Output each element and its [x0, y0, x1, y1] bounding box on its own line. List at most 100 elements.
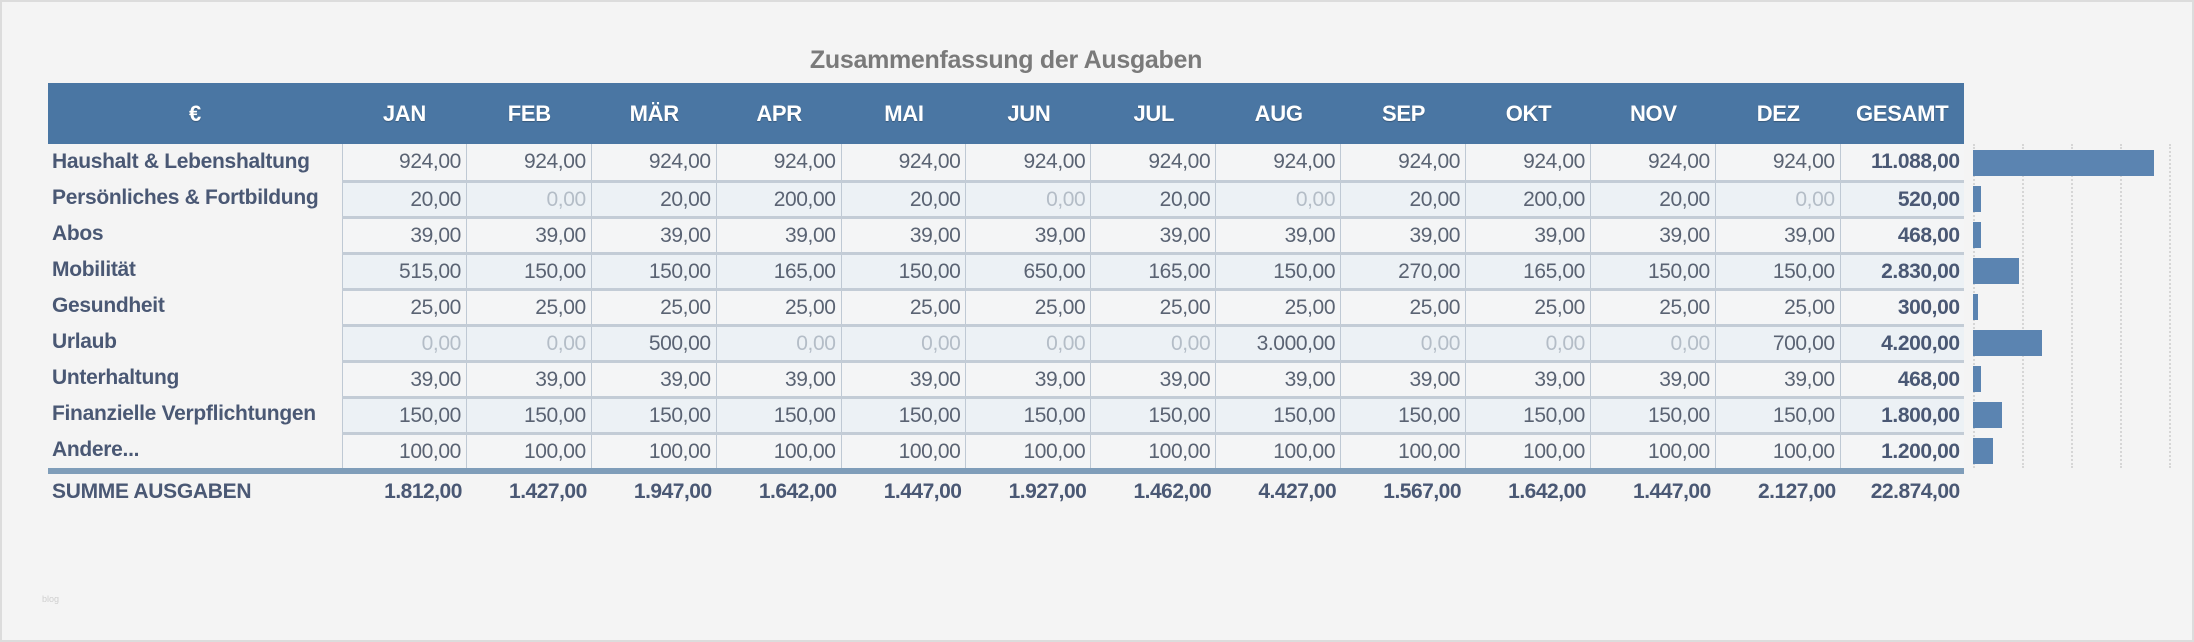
- month-value-cell[interactable]: 150,00: [966, 399, 1092, 432]
- month-value-cell[interactable]: 0,00: [1216, 183, 1342, 216]
- month-value-cell[interactable]: 0,00: [1715, 183, 1841, 216]
- month-value-cell[interactable]: 924,00: [591, 144, 717, 180]
- month-value-cell[interactable]: 39,00: [716, 363, 842, 396]
- month-value-cell[interactable]: 200,00: [1466, 183, 1591, 216]
- month-value-cell[interactable]: 200,00: [716, 183, 842, 216]
- month-value-cell[interactable]: 3.000,00: [1216, 327, 1342, 360]
- month-value-cell[interactable]: 150,00: [1216, 255, 1342, 288]
- month-value-cell[interactable]: 100,00: [1216, 435, 1342, 468]
- month-value-cell[interactable]: 100,00: [966, 435, 1092, 468]
- month-value-cell[interactable]: 100,00: [1466, 435, 1591, 468]
- month-value-cell[interactable]: 924,00: [1590, 144, 1716, 180]
- month-value-cell[interactable]: 25,00: [1216, 291, 1342, 324]
- month-value-cell[interactable]: 20,00: [1590, 183, 1716, 216]
- month-value-cell[interactable]: 150,00: [1466, 399, 1591, 432]
- month-value-cell[interactable]: 515,00: [342, 255, 467, 288]
- month-value-cell[interactable]: 0,00: [716, 327, 842, 360]
- month-value-cell[interactable]: 0,00: [966, 327, 1092, 360]
- month-value-cell[interactable]: 25,00: [1715, 291, 1841, 324]
- month-value-cell[interactable]: 39,00: [1466, 219, 1591, 252]
- month-value-cell[interactable]: 150,00: [1091, 399, 1217, 432]
- month-value-cell[interactable]: 20,00: [342, 183, 467, 216]
- month-value-cell[interactable]: 924,00: [1715, 144, 1841, 180]
- month-value-cell[interactable]: 39,00: [1091, 219, 1217, 252]
- month-value-cell[interactable]: 20,00: [841, 183, 967, 216]
- month-value-cell[interactable]: 165,00: [716, 255, 842, 288]
- month-value-cell[interactable]: 150,00: [591, 399, 717, 432]
- month-value-cell[interactable]: 0,00: [966, 183, 1092, 216]
- month-value-cell[interactable]: 924,00: [841, 144, 967, 180]
- month-value-cell[interactable]: 0,00: [342, 327, 467, 360]
- month-value-cell[interactable]: 25,00: [342, 291, 467, 324]
- month-value-cell[interactable]: 924,00: [1341, 144, 1467, 180]
- month-value-cell[interactable]: 0,00: [1590, 327, 1716, 360]
- month-value-cell[interactable]: 25,00: [1466, 291, 1591, 324]
- month-value-cell[interactable]: 924,00: [1466, 144, 1591, 180]
- month-value-cell[interactable]: 150,00: [841, 255, 967, 288]
- month-value-cell[interactable]: 150,00: [1341, 399, 1467, 432]
- month-value-cell[interactable]: 20,00: [1091, 183, 1217, 216]
- month-value-cell[interactable]: 924,00: [1216, 144, 1342, 180]
- month-value-cell[interactable]: 924,00: [342, 144, 467, 180]
- month-value-cell[interactable]: 100,00: [591, 435, 717, 468]
- month-value-cell[interactable]: 165,00: [1091, 255, 1217, 288]
- month-value-cell[interactable]: 100,00: [716, 435, 842, 468]
- month-value-cell[interactable]: 39,00: [342, 219, 467, 252]
- month-value-cell[interactable]: 39,00: [1341, 363, 1467, 396]
- month-value-cell[interactable]: 39,00: [591, 363, 717, 396]
- month-value-cell[interactable]: 924,00: [466, 144, 592, 180]
- month-value-cell[interactable]: 100,00: [342, 435, 467, 468]
- month-value-cell[interactable]: 39,00: [966, 363, 1092, 396]
- month-value-cell[interactable]: 150,00: [466, 255, 592, 288]
- month-value-cell[interactable]: 25,00: [591, 291, 717, 324]
- month-value-cell[interactable]: 150,00: [1715, 255, 1841, 288]
- month-value-cell[interactable]: 39,00: [466, 363, 592, 396]
- month-value-cell[interactable]: 39,00: [1216, 219, 1342, 252]
- month-value-cell[interactable]: 39,00: [1341, 219, 1467, 252]
- month-value-cell[interactable]: 25,00: [841, 291, 967, 324]
- month-value-cell[interactable]: 0,00: [466, 183, 592, 216]
- month-value-cell[interactable]: 39,00: [1466, 363, 1591, 396]
- month-value-cell[interactable]: 25,00: [716, 291, 842, 324]
- month-value-cell[interactable]: 100,00: [1590, 435, 1716, 468]
- month-value-cell[interactable]: 20,00: [1341, 183, 1467, 216]
- month-value-cell[interactable]: 39,00: [841, 219, 967, 252]
- month-value-cell[interactable]: 25,00: [466, 291, 592, 324]
- month-value-cell[interactable]: 39,00: [1590, 363, 1716, 396]
- month-value-cell[interactable]: 39,00: [1590, 219, 1716, 252]
- month-value-cell[interactable]: 39,00: [1715, 363, 1841, 396]
- month-value-cell[interactable]: 150,00: [1715, 399, 1841, 432]
- month-value-cell[interactable]: 39,00: [591, 219, 717, 252]
- month-value-cell[interactable]: 25,00: [1091, 291, 1217, 324]
- month-value-cell[interactable]: 150,00: [591, 255, 717, 288]
- month-value-cell[interactable]: 150,00: [1216, 399, 1342, 432]
- month-value-cell[interactable]: 100,00: [1715, 435, 1841, 468]
- month-value-cell[interactable]: 150,00: [466, 399, 592, 432]
- month-value-cell[interactable]: 150,00: [1590, 255, 1716, 288]
- month-value-cell[interactable]: 39,00: [466, 219, 592, 252]
- month-value-cell[interactable]: 100,00: [466, 435, 592, 468]
- month-value-cell[interactable]: 270,00: [1341, 255, 1467, 288]
- month-value-cell[interactable]: 150,00: [841, 399, 967, 432]
- month-value-cell[interactable]: 924,00: [716, 144, 842, 180]
- month-value-cell[interactable]: 39,00: [841, 363, 967, 396]
- month-value-cell[interactable]: 0,00: [1341, 327, 1467, 360]
- month-value-cell[interactable]: 0,00: [1466, 327, 1591, 360]
- month-value-cell[interactable]: 0,00: [841, 327, 967, 360]
- month-value-cell[interactable]: 165,00: [1466, 255, 1591, 288]
- month-value-cell[interactable]: 25,00: [1590, 291, 1716, 324]
- month-value-cell[interactable]: 39,00: [1216, 363, 1342, 396]
- month-value-cell[interactable]: 150,00: [1590, 399, 1716, 432]
- month-value-cell[interactable]: 700,00: [1715, 327, 1841, 360]
- month-value-cell[interactable]: 20,00: [591, 183, 717, 216]
- month-value-cell[interactable]: 39,00: [716, 219, 842, 252]
- month-value-cell[interactable]: 650,00: [966, 255, 1092, 288]
- month-value-cell[interactable]: 100,00: [841, 435, 967, 468]
- month-value-cell[interactable]: 0,00: [466, 327, 592, 360]
- month-value-cell[interactable]: 100,00: [1341, 435, 1467, 468]
- month-value-cell[interactable]: 39,00: [966, 219, 1092, 252]
- month-value-cell[interactable]: 25,00: [966, 291, 1092, 324]
- month-value-cell[interactable]: 39,00: [1091, 363, 1217, 396]
- month-value-cell[interactable]: 39,00: [1715, 219, 1841, 252]
- month-value-cell[interactable]: 500,00: [591, 327, 717, 360]
